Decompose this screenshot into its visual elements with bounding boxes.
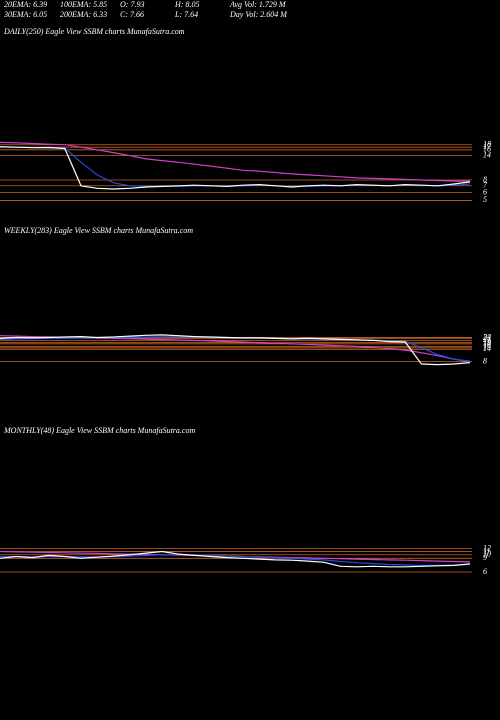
header-stat: L: 7.64 <box>174 10 198 19</box>
y-tick-label: 6 <box>483 187 487 196</box>
y-tick-label: 10 <box>483 550 491 559</box>
y-tick-label: 12 <box>483 543 491 552</box>
y-tick-label: 15 <box>483 343 491 352</box>
panel-title: MONTHLY(48) Eagle View SSBM charts Munaf… <box>3 426 195 435</box>
header-stat: 20EMA: 6.39 <box>4 0 47 9</box>
y-tick-label: 24 <box>483 332 491 341</box>
y-tick-label: 16 <box>483 341 491 350</box>
y-tick-label: 21 <box>483 335 491 344</box>
header-stat: 200EMA: 6.33 <box>60 10 107 19</box>
header-stat: H: 8.05 <box>174 0 199 9</box>
y-tick-label: 8 <box>483 356 487 365</box>
y-tick-label: 6 <box>483 567 487 576</box>
series-line <box>0 335 471 363</box>
series-line <box>0 141 470 182</box>
header-stat: O: 7.93 <box>120 0 144 9</box>
y-tick-label: 14 <box>483 344 491 353</box>
y-tick-label: 8 <box>483 175 487 184</box>
y-tick-label: 16 <box>483 145 491 154</box>
series-line <box>0 334 471 366</box>
series-line <box>0 146 471 190</box>
series-line <box>0 550 471 568</box>
panel-title: DAILY(250) Eagle View SSBM charts Munafa… <box>3 27 185 36</box>
header-stat: 30EMA: 6.05 <box>3 10 47 19</box>
header-stat: Avg Vol: 1.729 M <box>229 0 287 9</box>
series-line <box>0 146 471 188</box>
header-stat: 100EMA: 5.85 <box>60 0 107 9</box>
header-stat: Day Vol: 2.604 M <box>229 10 288 19</box>
y-tick-label: 23 <box>483 333 491 342</box>
y-tick-label: 11 <box>483 546 490 555</box>
y-tick-label: 18 <box>483 140 491 149</box>
series-line <box>0 554 471 566</box>
y-tick-label: 18 <box>483 339 491 348</box>
header-stat: C: 7.66 <box>120 10 144 19</box>
y-tick-label: 17 <box>483 142 492 151</box>
y-tick-label: 5 <box>483 195 487 204</box>
y-tick-label: 14 <box>483 150 491 159</box>
y-tick-label: 9 <box>483 553 487 562</box>
y-tick-label: 7 <box>483 181 488 190</box>
panel-title: WEEKLY(283) Eagle View SSBM charts Munaf… <box>4 226 193 235</box>
y-tick-label: 19 <box>483 337 491 346</box>
